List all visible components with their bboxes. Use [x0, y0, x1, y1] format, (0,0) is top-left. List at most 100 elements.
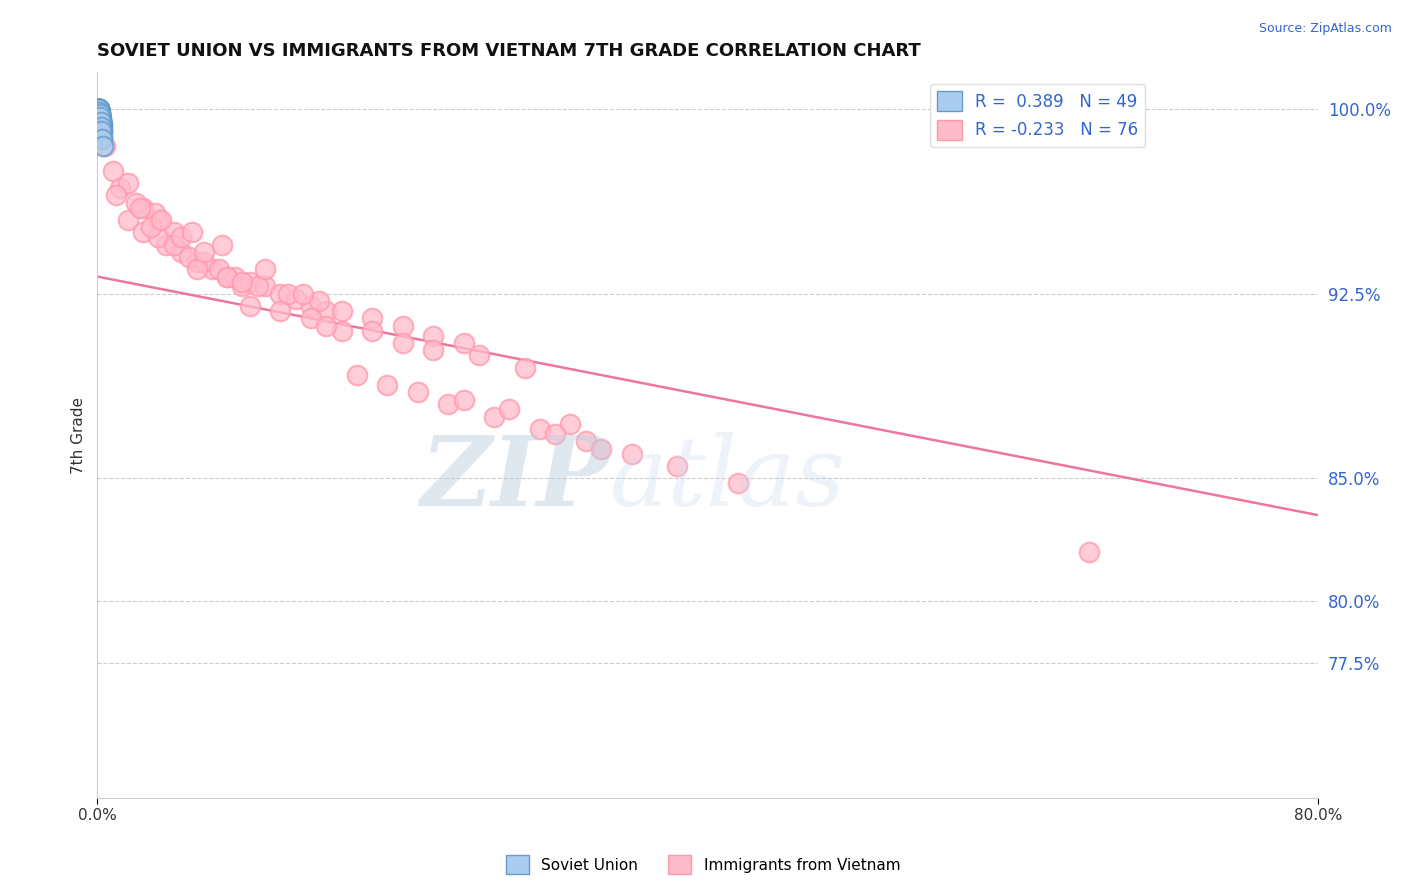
Point	[90, 120, 112, 134]
Point	[89, 103, 111, 117]
Point	[89, 104, 111, 119]
Point	[89, 110, 111, 124]
Point	[87, 103, 110, 117]
Point	[104, 188, 127, 202]
Point	[139, 220, 162, 235]
Point	[89, 107, 111, 121]
Point	[193, 255, 215, 269]
Legend: R =  0.389   N = 49, R = -0.233   N = 76: R = 0.389 N = 49, R = -0.233 N = 76	[931, 85, 1144, 146]
Text: SOVIET UNION VS IMMIGRANTS FROM VIETNAM 7TH GRADE CORRELATION CHART: SOVIET UNION VS IMMIGRANTS FROM VIETNAM …	[97, 42, 921, 60]
Point	[482, 409, 505, 424]
Point	[89, 103, 111, 117]
Point	[117, 213, 139, 227]
Point	[87, 103, 110, 117]
Point	[727, 476, 749, 491]
Point	[90, 120, 112, 134]
Point	[89, 110, 111, 124]
Point	[91, 132, 114, 146]
Point	[110, 181, 132, 195]
Point	[89, 110, 111, 124]
Point	[143, 205, 166, 219]
Point	[346, 368, 368, 382]
Point	[437, 397, 460, 411]
Point	[1078, 545, 1101, 559]
Point	[239, 299, 262, 313]
Point	[330, 304, 353, 318]
Point	[124, 195, 146, 210]
Y-axis label: 7th Grade: 7th Grade	[72, 397, 86, 474]
Point	[254, 279, 277, 293]
Point	[201, 262, 224, 277]
Point	[90, 114, 112, 128]
Point	[193, 245, 215, 260]
Point	[468, 348, 491, 362]
Point	[132, 225, 155, 239]
Point	[89, 104, 111, 119]
Point	[150, 213, 173, 227]
Point	[292, 286, 315, 301]
Point	[620, 447, 643, 461]
Point	[132, 201, 155, 215]
Point	[375, 377, 398, 392]
Text: ZIP: ZIP	[420, 432, 610, 525]
Point	[277, 286, 299, 301]
Point	[453, 336, 475, 351]
Point	[148, 213, 170, 227]
Point	[148, 230, 170, 244]
Point	[308, 294, 330, 309]
Point	[89, 107, 111, 121]
Point	[217, 269, 239, 284]
Point	[498, 402, 520, 417]
Point	[155, 237, 177, 252]
Point	[91, 129, 114, 144]
Point	[87, 103, 110, 117]
Point	[87, 103, 110, 117]
Point	[254, 262, 277, 277]
Point	[91, 139, 114, 153]
Point	[90, 120, 112, 134]
Point	[529, 422, 551, 436]
Point	[90, 112, 112, 127]
Point	[87, 103, 110, 117]
Point	[89, 107, 111, 121]
Point	[269, 304, 291, 318]
Point	[361, 324, 384, 338]
Point	[87, 103, 110, 117]
Point	[90, 124, 112, 138]
Point	[89, 104, 111, 119]
Point	[89, 107, 111, 121]
Point	[186, 262, 208, 277]
Point	[90, 114, 112, 128]
Point	[544, 427, 567, 442]
Point	[239, 275, 262, 289]
Point	[177, 250, 200, 264]
Point	[217, 269, 239, 284]
Point	[224, 269, 246, 284]
Point	[284, 292, 307, 306]
Point	[90, 117, 112, 131]
Text: Source: ZipAtlas.com: Source: ZipAtlas.com	[1258, 22, 1392, 36]
Point	[90, 114, 112, 128]
Point	[170, 230, 193, 244]
Point	[211, 237, 233, 252]
Point	[406, 385, 429, 400]
Point	[666, 458, 689, 473]
Point	[87, 103, 110, 117]
Point	[87, 103, 110, 117]
Point	[89, 110, 111, 124]
Point	[90, 124, 112, 138]
Point	[575, 434, 598, 449]
Point	[330, 324, 353, 338]
Point	[422, 343, 444, 358]
Point	[90, 120, 112, 134]
Point	[315, 318, 337, 333]
Point	[87, 103, 110, 117]
Point	[90, 114, 112, 128]
Point	[87, 103, 110, 117]
Point	[87, 103, 110, 117]
Point	[269, 286, 291, 301]
Point	[89, 104, 111, 119]
Point	[246, 279, 269, 293]
Point	[208, 262, 231, 277]
Text: atlas: atlas	[610, 432, 846, 525]
